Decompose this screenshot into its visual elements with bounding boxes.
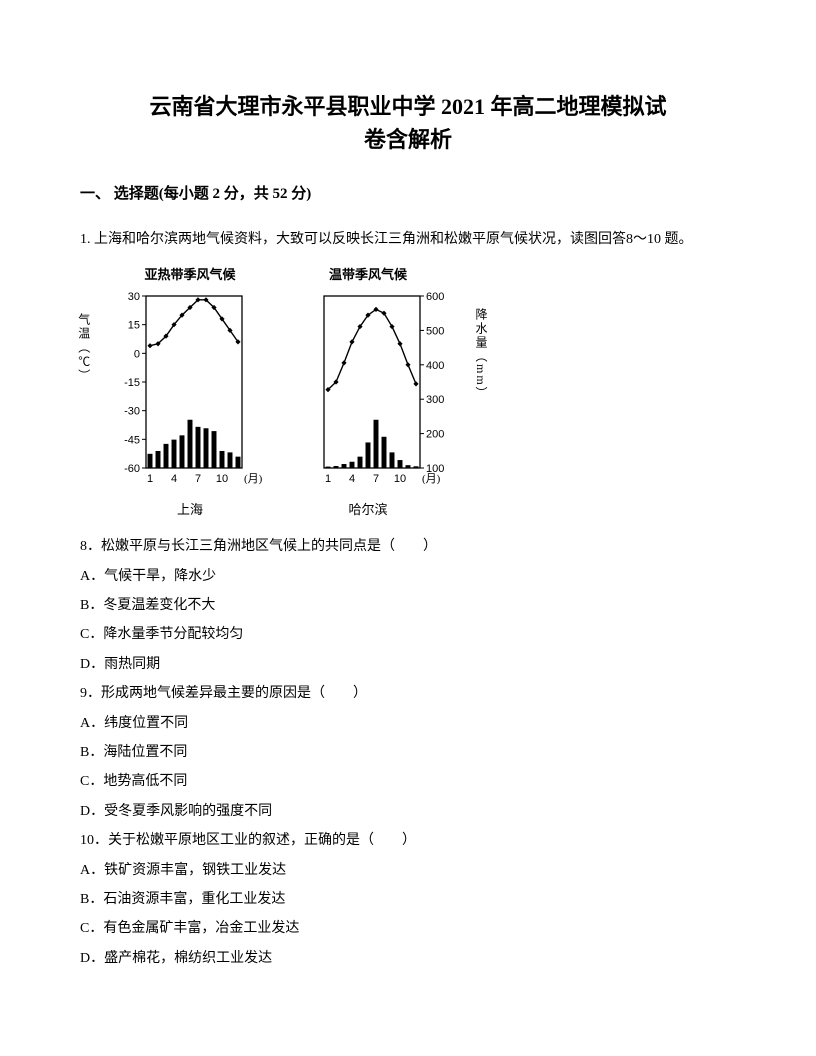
q8-option-b: B．冬夏温差变化不大 <box>80 591 736 620</box>
svg-text:200: 200 <box>426 429 444 441</box>
q9-option-b: B．海陆位置不同 <box>80 738 736 767</box>
q8-option-c: C．降水量季节分配较均匀 <box>80 620 736 649</box>
q10-stem: 10．关于松嫩平原地区工业的叙述，正确的是（ ） <box>80 826 736 855</box>
svg-text:300: 300 <box>426 394 444 406</box>
q9-option-a: A．纬度位置不同 <box>80 709 736 738</box>
temp-axis-label: 气温（℃） <box>72 313 95 383</box>
chart2-caption: 哈尔滨 <box>288 498 448 523</box>
svg-text:1: 1 <box>147 473 153 485</box>
title-line-2: 卷含解析 <box>364 127 452 152</box>
svg-text:1: 1 <box>325 473 331 485</box>
climate-charts: 气温（℃） 亚热带季风气候 30150-15-30-45-6014710(月) … <box>110 263 736 522</box>
q10-option-b: B．石油资源丰富，重化工业发达 <box>80 885 736 914</box>
svg-text:10: 10 <box>216 473 228 485</box>
svg-text:-45: -45 <box>124 434 140 446</box>
svg-text:400: 400 <box>426 360 444 372</box>
q8-option-a: A．气候干旱，降水少 <box>80 562 736 591</box>
svg-text:7: 7 <box>373 473 379 485</box>
svg-text:4: 4 <box>349 473 355 485</box>
svg-text:10: 10 <box>394 473 406 485</box>
q10-option-c: C．有色金属矿丰富，冶金工业发达 <box>80 914 736 943</box>
svg-text:4: 4 <box>171 473 177 485</box>
chart-shanghai: 气温（℃） 亚热带季风气候 30150-15-30-45-6014710(月) … <box>110 263 270 522</box>
q9-option-c: C．地势高低不同 <box>80 767 736 796</box>
svg-text:-30: -30 <box>124 406 140 418</box>
svg-text:0: 0 <box>134 348 140 360</box>
precip-axis-label: 降水量（mm） <box>469 308 492 401</box>
chart1-title: 亚热带季风气候 <box>110 263 270 288</box>
chart2-svg: 60050040030020010014710(月) <box>288 290 448 485</box>
q10-option-d: D．盛产棉花，棉纺织工业发达 <box>80 944 736 973</box>
title-line-1: 云南省大理市永平县职业中学 2021 年高二地理模拟试 <box>149 94 666 119</box>
svg-text:7: 7 <box>195 473 201 485</box>
chart1-caption: 上海 <box>110 498 270 523</box>
q9-stem: 9．形成两地气候差异最主要的原因是（ ） <box>80 679 736 708</box>
svg-text:600: 600 <box>426 291 444 303</box>
chart-harbin: 降水量（mm） 温带季风气候 60050040030020010014710(月… <box>288 263 448 522</box>
svg-text:15: 15 <box>128 320 140 332</box>
q8-option-d: D．雨热同期 <box>80 650 736 679</box>
section-header: 一、 选择题(每小题 2 分，共 52 分) <box>80 180 736 209</box>
svg-text:30: 30 <box>128 291 140 303</box>
question-intro: 1. 上海和哈尔滨两地气候资料，大致可以反映长江三角洲和松嫩平原气候状况，读图回… <box>80 225 736 256</box>
page-title: 云南省大理市永平县职业中学 2021 年高二地理模拟试 卷含解析 <box>80 90 736 156</box>
q8-stem: 8．松嫩平原与长江三角洲地区气候上的共同点是（ ） <box>80 532 736 561</box>
chart2-title: 温带季风气候 <box>288 263 448 288</box>
svg-text:500: 500 <box>426 325 444 337</box>
q9-option-d: D．受冬夏季风影响的强度不同 <box>80 797 736 826</box>
svg-text:-15: -15 <box>124 377 140 389</box>
svg-text:-60: -60 <box>124 463 140 475</box>
svg-text:(月): (月) <box>244 473 263 485</box>
svg-text:(月): (月) <box>422 473 441 485</box>
chart1-svg: 30 15 0 -15 -30 -45 -60 1 4 7 10 (月) <box>110 290 270 485</box>
q10-option-a: A．铁矿资源丰富，钢铁工业发达 <box>80 856 736 885</box>
